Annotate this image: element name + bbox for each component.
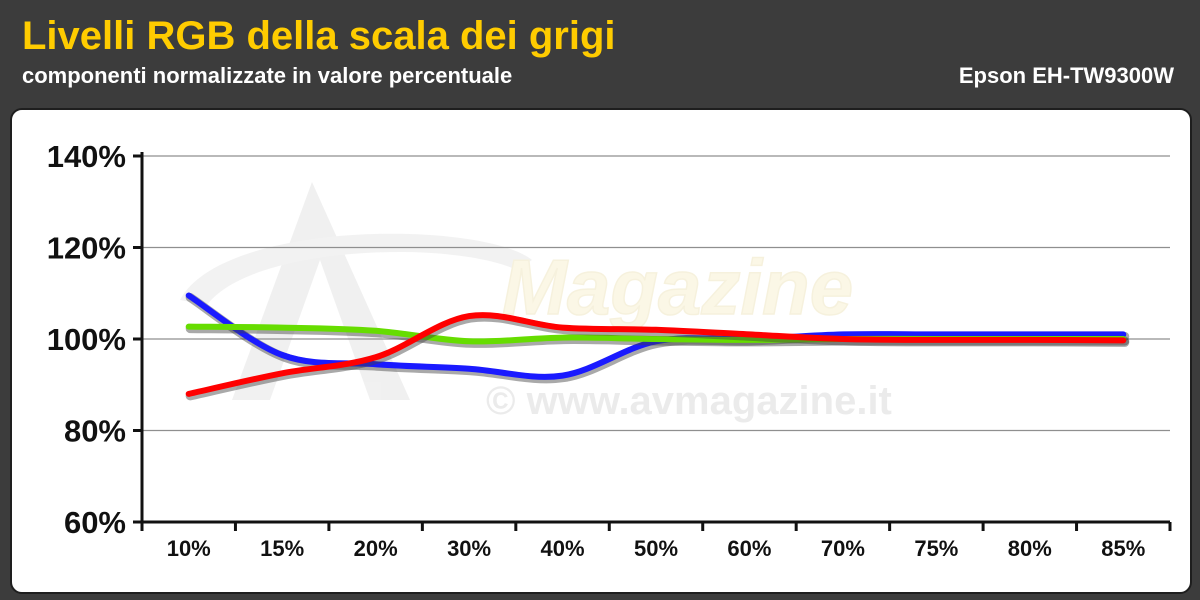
chart-panel: Magazine © www.avmagazine.it 60% 80% 100% 1…: [10, 108, 1192, 594]
watermark-url: © www.avmagazine.it: [486, 379, 892, 423]
watermark-triangle-shape: [232, 182, 410, 400]
y-tick-label: 120%: [47, 231, 126, 266]
line-chart: Magazine © www.avmagazine.it 60% 80% 100% 1…: [47, 139, 1172, 561]
watermark-logo: Magazine © www.avmagazine.it: [180, 182, 892, 423]
chart-title: Livelli RGB della scala dei grigi: [22, 14, 616, 58]
x-tick-label: 50%: [634, 536, 678, 561]
x-tick-label: 75%: [914, 536, 958, 561]
x-tick-label: 60%: [727, 536, 771, 561]
x-tick-label: 30%: [447, 536, 491, 561]
watermark-brand: Magazine: [502, 243, 853, 331]
chart-subtitle: componenti normalizzate in valore percen…: [22, 63, 513, 88]
x-tick-label: 15%: [260, 536, 304, 561]
device-name: Epson EH-TW9300W: [958, 63, 1174, 88]
y-tick-label: 100%: [47, 322, 126, 357]
x-tick-label: 85%: [1101, 536, 1145, 561]
x-tick-label: 20%: [354, 536, 398, 561]
watermark-swoosh-shape: [180, 233, 532, 305]
y-tick-label: 80%: [64, 414, 126, 449]
chart-header: Livelli RGB della scala dei grigi compon…: [0, 0, 1200, 100]
y-tick-label: 60%: [64, 505, 126, 540]
x-tick-label: 70%: [821, 536, 865, 561]
x-tick-label: 10%: [167, 536, 211, 561]
x-tick-label: 80%: [1008, 536, 1052, 561]
x-tick-label: 40%: [541, 536, 585, 561]
y-tick-label: 140%: [47, 139, 126, 174]
